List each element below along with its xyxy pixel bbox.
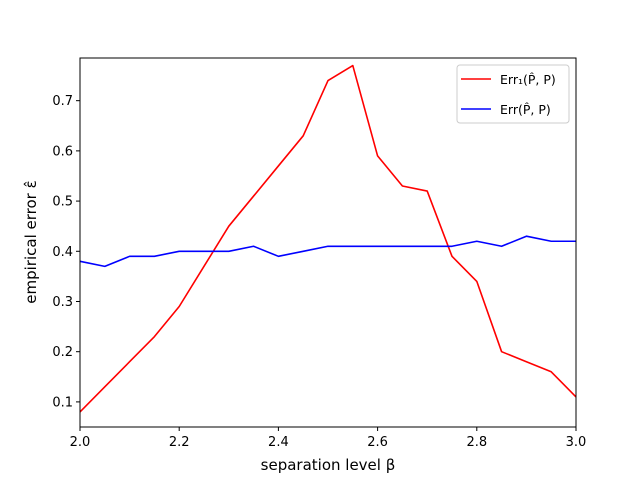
legend-label-err: Err(P̂, P) [500,102,551,117]
x-tick-label: 2.0 [70,435,91,450]
legend: Err₁(P̂, P) Err(P̂, P) [456,64,570,124]
x-tick-label: 3.0 [566,435,587,450]
axes-frame [79,57,577,428]
y-tick-label: 0.4 [52,245,73,260]
y-tick-label: 0.2 [52,345,73,360]
y-tick-label: 0.3 [52,295,73,310]
series-line-1 [79,64,577,413]
legend-label-err1: Err₁(P̂, P) [500,72,556,87]
y-axis-title: empirical error ε̂ [22,180,40,303]
x-tick-label: 2.6 [367,435,388,450]
y-axis-ticks: 0.1 0.2 0.3 0.4 0.5 0.6 0.7 [52,94,80,410]
x-tick-label: 2.8 [466,435,487,450]
x-tick-label: 2.4 [268,435,289,450]
x-tick-label: 2.2 [169,435,190,450]
x-axis-title: separation level β [261,456,396,474]
x-axis-ticks: 2.0 2.2 2.4 2.6 2.8 3.0 [70,427,587,450]
series-line-2 [79,235,576,268]
y-tick-label: 0.5 [52,195,73,210]
y-tick-label: 0.7 [52,94,73,109]
y-tick-label: 0.6 [52,144,73,159]
y-tick-label: 0.1 [52,395,73,410]
series-layer [79,64,577,413]
